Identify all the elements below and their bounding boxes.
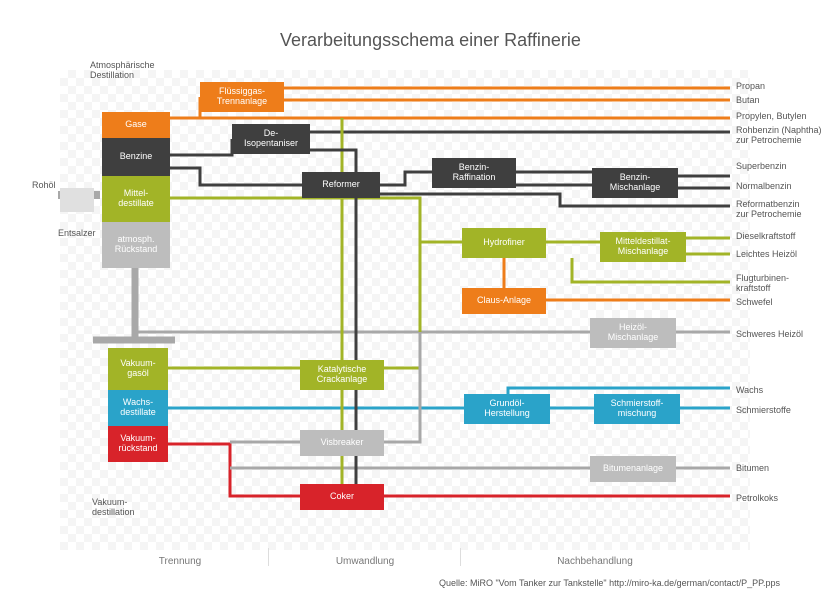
output-3: Rohbenzin (Naphtha) zur Petrochemie <box>736 126 822 146</box>
output-14: Bitumen <box>736 464 769 474</box>
box-proc-mittelmix: Mitteldestillat- Mischanlage <box>600 232 686 262</box>
output-0: Propan <box>736 82 765 92</box>
output-9: Flugturbinen- kraftstoff <box>736 274 789 294</box>
box-proc-katcrack: Katalytische Crackanlage <box>300 360 384 390</box>
box-distill-mittel: Mittel- destillate <box>102 176 170 222</box>
output-10: Schwefel <box>736 298 773 308</box>
box-proc-bitumen: Bitumenanlage <box>590 456 676 482</box>
source-line: Quelle: MiRO "Vom Tanker zur Tankstelle"… <box>439 578 780 588</box>
box-distill-rueck: atmosph. Rückstand <box>102 222 170 268</box>
box-vacuum-wachs: Wachs- destillate <box>108 390 168 426</box>
output-15: Petrolkoks <box>736 494 778 504</box>
box-distill-benzine: Benzine <box>102 138 170 176</box>
box-proc-benzraff: Benzin- Raffination <box>432 158 516 188</box>
section-1: Umwandlung <box>280 556 450 567</box>
section-0: Trennung <box>95 556 265 567</box>
output-6: Reformatbenzin zur Petrochemie <box>736 200 802 220</box>
input-label-1: Rohöl <box>32 180 56 190</box>
output-11: Schweres Heizöl <box>736 330 803 340</box>
diagram-stage: Verarbeitungsschema einer Raffinerie Que… <box>0 0 840 600</box>
box-distill-gase: Gase <box>102 112 170 138</box>
input-label-3: Vakuum- destillation <box>92 497 135 518</box>
output-12: Wachs <box>736 386 763 396</box>
entsalzer-block <box>60 188 94 212</box>
output-4: Superbenzin <box>736 162 787 172</box>
output-7: Dieselkraftstoff <box>736 232 795 242</box>
box-proc-hydro: Hydrofiner <box>462 228 546 258</box>
section-sep-0 <box>268 548 269 566</box>
box-proc-visbreak: Visbreaker <box>300 430 384 456</box>
output-5: Normalbenzin <box>736 182 792 192</box>
output-13: Schmierstoffe <box>736 406 791 416</box>
box-proc-deiso: De- Isopentaniser <box>232 124 310 154</box>
box-proc-reformer: Reformer <box>302 172 380 198</box>
output-8: Leichtes Heizöl <box>736 250 797 260</box>
box-proc-coker: Coker <box>300 484 384 510</box>
box-proc-benzmisch: Benzin- Mischanlage <box>592 168 678 198</box>
section-sep-1 <box>460 548 461 566</box>
box-vacuum-vakgas: Vakuum- gasöl <box>108 348 168 390</box>
box-proc-heizmix: Heizöl- Mischanlage <box>590 318 676 348</box>
box-vacuum-vakrueck: Vakuum- rückstand <box>108 426 168 462</box>
input-label-2: Entsalzer <box>58 228 96 238</box>
box-proc-grundoel: Grundöl- Herstellung <box>464 394 550 424</box>
box-proc-schmier: Schmierstoff- mischung <box>594 394 680 424</box>
section-2: Nachbehandlung <box>465 556 725 567</box>
box-proc-claus: Claus-Anlage <box>462 288 546 314</box>
box-proc-fluessig: Flüssiggas- Trennanlage <box>200 82 284 112</box>
output-2: Propylen, Butylen <box>736 112 807 122</box>
diagram-title: Verarbeitungsschema einer Raffinerie <box>280 30 581 51</box>
output-1: Butan <box>736 96 760 106</box>
input-label-0: Atmosphärische Destillation <box>90 60 155 81</box>
